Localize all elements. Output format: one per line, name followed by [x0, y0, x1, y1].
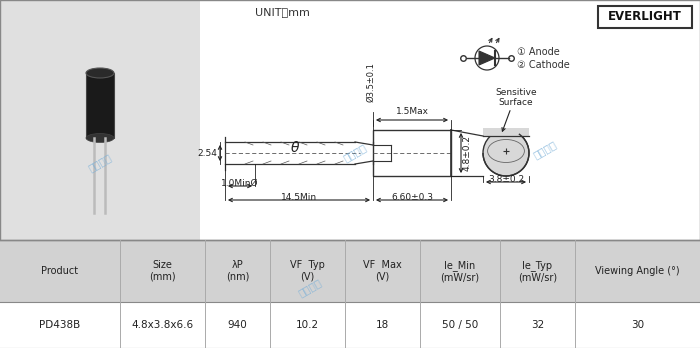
Text: Size
(mm): Size (mm) — [149, 260, 176, 282]
Text: ② Cathode: ② Cathode — [517, 60, 570, 70]
Text: ① Anode: ① Anode — [517, 47, 560, 57]
Text: 32: 32 — [531, 320, 544, 330]
Text: 超摧电子: 超摧电子 — [297, 277, 323, 299]
Text: EVERLIGHT: EVERLIGHT — [608, 10, 682, 24]
Text: 超摧电子: 超摧电子 — [532, 140, 559, 160]
Bar — [200, 0, 700, 240]
Text: 30: 30 — [631, 320, 644, 330]
Text: Ie_Typ
(mW/sr): Ie_Typ (mW/sr) — [518, 260, 557, 282]
Text: 2.54: 2.54 — [197, 149, 217, 158]
Text: 1.0MinØ: 1.0MinØ — [221, 179, 259, 188]
Text: 3.8±0.2: 3.8±0.2 — [488, 175, 524, 184]
Text: 14.5Min: 14.5Min — [281, 193, 317, 202]
Polygon shape — [479, 51, 495, 65]
Ellipse shape — [86, 134, 114, 142]
Text: Sensitive
Surface: Sensitive Surface — [495, 88, 537, 107]
Text: PD438B: PD438B — [39, 320, 80, 330]
Text: λP
(nm): λP (nm) — [226, 260, 249, 282]
Text: Ie_Min
(mW/sr): Ie_Min (mW/sr) — [440, 260, 480, 282]
Text: 1.5Max: 1.5Max — [395, 107, 428, 116]
Bar — [0, 302, 700, 348]
Bar — [0, 240, 700, 302]
Circle shape — [483, 130, 529, 176]
Text: Ø3.5±0.1: Ø3.5±0.1 — [367, 62, 375, 102]
Text: 4.8±0.2: 4.8±0.2 — [463, 135, 472, 171]
Text: 18: 18 — [376, 320, 389, 330]
Bar — [0, 240, 700, 348]
Text: 50 / 50: 50 / 50 — [442, 320, 478, 330]
Text: UNIT：mm: UNIT：mm — [255, 7, 310, 17]
Bar — [0, 0, 200, 240]
Text: Product: Product — [41, 266, 78, 276]
Ellipse shape — [86, 68, 114, 78]
Bar — [86, 73, 114, 138]
Text: θ: θ — [290, 141, 300, 155]
Text: VF  Typ
(V): VF Typ (V) — [290, 260, 325, 282]
Text: VF  Max
(V): VF Max (V) — [363, 260, 402, 282]
Text: 超摧电子: 超摧电子 — [342, 142, 368, 164]
FancyBboxPatch shape — [598, 6, 692, 28]
Bar — [373, 130, 451, 176]
Text: Viewing Angle (°): Viewing Angle (°) — [595, 266, 680, 276]
Text: 940: 940 — [228, 320, 247, 330]
Text: 4.8x3.8x6.6: 4.8x3.8x6.6 — [132, 320, 194, 330]
Bar — [483, 128, 529, 136]
Text: 6.60±0.3: 6.60±0.3 — [391, 193, 433, 202]
Text: 10.2: 10.2 — [296, 320, 319, 330]
Text: 超摧电子: 超摧电子 — [87, 152, 113, 174]
